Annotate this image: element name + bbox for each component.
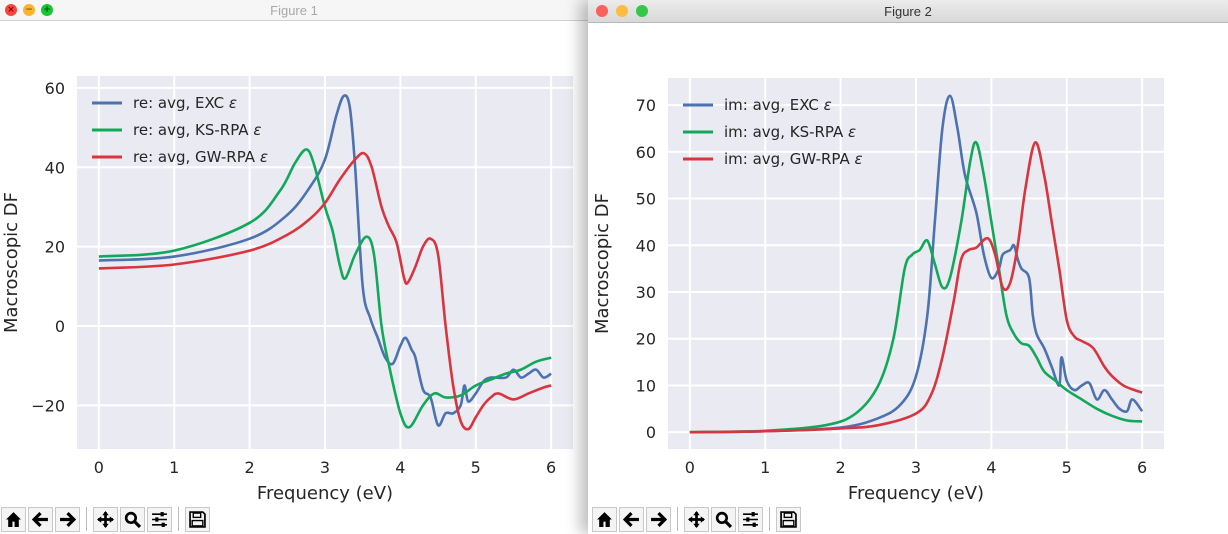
y-tick-label: 0 [55,317,65,336]
pan-icon [97,510,114,528]
save-icon [780,510,797,528]
zoom-icon [124,511,141,528]
figure-1-chart[interactable]: 0 1 2 3 4 5 6 −20 0 20 40 60 Frequency (eV) Macroscop… [0,0,588,534]
y-tick-label: 10 [636,376,656,395]
y-tick-label: 60 [636,143,656,162]
toolbar-separator [178,507,179,531]
x-tick-label: 2 [245,458,255,477]
y-tick-label: 50 [636,190,656,209]
window-title: Figure 2 [884,4,932,19]
y-axis-label: Macroscopic DF [1,192,22,333]
zoom-button[interactable] [711,506,736,532]
navigation-toolbar [1,505,212,533]
legend-entry: re: avg, KS-RPA ε [133,121,261,139]
title-bar[interactable]: × − + Figure 1 [0,0,588,21]
series-line [689,140,1143,434]
close-button[interactable]: × [5,4,17,16]
x-tick-label: 4 [395,458,405,477]
y-tick-label: 20 [636,330,656,349]
y-tick-label: 60 [45,79,65,98]
y-tick-label: 40 [45,158,65,177]
x-axis-label: Frequency (eV) [257,483,393,504]
save-button[interactable] [776,506,801,532]
y-tick-label: 70 [636,96,656,115]
back-button[interactable] [619,506,644,532]
maximize-button[interactable] [636,5,648,17]
y-tick-label: 0 [646,423,656,442]
back-icon [623,511,639,527]
home-icon [6,511,21,527]
legend-entry: im: avg, EXC ε [724,96,832,114]
zoom-button[interactable] [120,506,145,532]
y-tick-label: 30 [636,283,656,302]
configure-subplots-button[interactable] [738,506,763,532]
series-line [98,94,552,427]
toolbar-separator [677,507,678,531]
back-icon [32,511,48,527]
configure-subplots-icon [152,511,167,527]
minimize-button[interactable]: − [23,4,35,16]
series-line [689,141,1143,434]
minimize-button[interactable] [616,5,628,17]
back-button[interactable] [28,506,53,532]
legend-entry: re: avg, EXC ε [133,94,237,112]
save-button[interactable] [185,506,210,532]
legend-entry: re: avg, GW-RPA ε [133,148,268,166]
x-tick-label: 4 [986,458,996,477]
forward-icon [651,511,667,527]
legend-entry: im: avg, KS-RPA ε [724,123,856,141]
forward-button[interactable] [646,506,671,532]
x-tick-label: 3 [320,458,330,477]
maximize-button[interactable]: + [41,4,53,16]
navigation-toolbar [592,505,803,533]
figure-2-window: Figure 2 0 1 2 3 4 5 6 0 10 20 30 40 50 60 70 Frequency… [588,0,1228,534]
x-tick-label: 1 [760,458,770,477]
y-tick-label: −20 [31,396,65,415]
pan-button[interactable] [684,506,709,532]
home-button[interactable] [1,506,26,532]
close-button[interactable] [596,5,608,17]
x-axis-label: Frequency (eV) [848,483,984,504]
series-line [98,148,552,429]
title-bar[interactable]: Figure 2 [588,0,1228,23]
pan-icon [688,510,705,528]
x-tick-label: 6 [546,458,556,477]
x-tick-label: 1 [169,458,179,477]
x-tick-label: 5 [1062,458,1072,477]
forward-button[interactable] [55,506,80,532]
x-tick-label: 5 [471,458,481,477]
x-tick-label: 2 [836,458,846,477]
zoom-icon [715,511,732,528]
figure-1-window: × − + Figure 1 0 1 2 3 4 5 6 −20 0 20 40 60 Frequenc… [0,0,588,534]
home-icon [597,511,612,527]
configure-subplots-button[interactable] [147,506,172,532]
y-axis-label: Macroscopic DF [592,193,613,334]
toolbar-separator [86,507,87,531]
x-tick-label: 0 [685,458,695,477]
series-line [98,151,552,431]
toolbar-separator [769,507,770,531]
home-button[interactable] [592,506,617,532]
y-tick-label: 20 [45,238,65,257]
forward-icon [60,511,76,527]
x-tick-label: 6 [1137,458,1147,477]
y-tick-label: 40 [636,236,656,255]
configure-subplots-icon [743,511,758,527]
pan-button[interactable] [93,506,118,532]
x-tick-label: 0 [94,458,104,477]
window-title: Figure 1 [270,3,318,18]
save-icon [189,510,206,528]
x-tick-label: 3 [911,458,921,477]
legend-entry: im: avg, GW-RPA ε [724,150,863,168]
